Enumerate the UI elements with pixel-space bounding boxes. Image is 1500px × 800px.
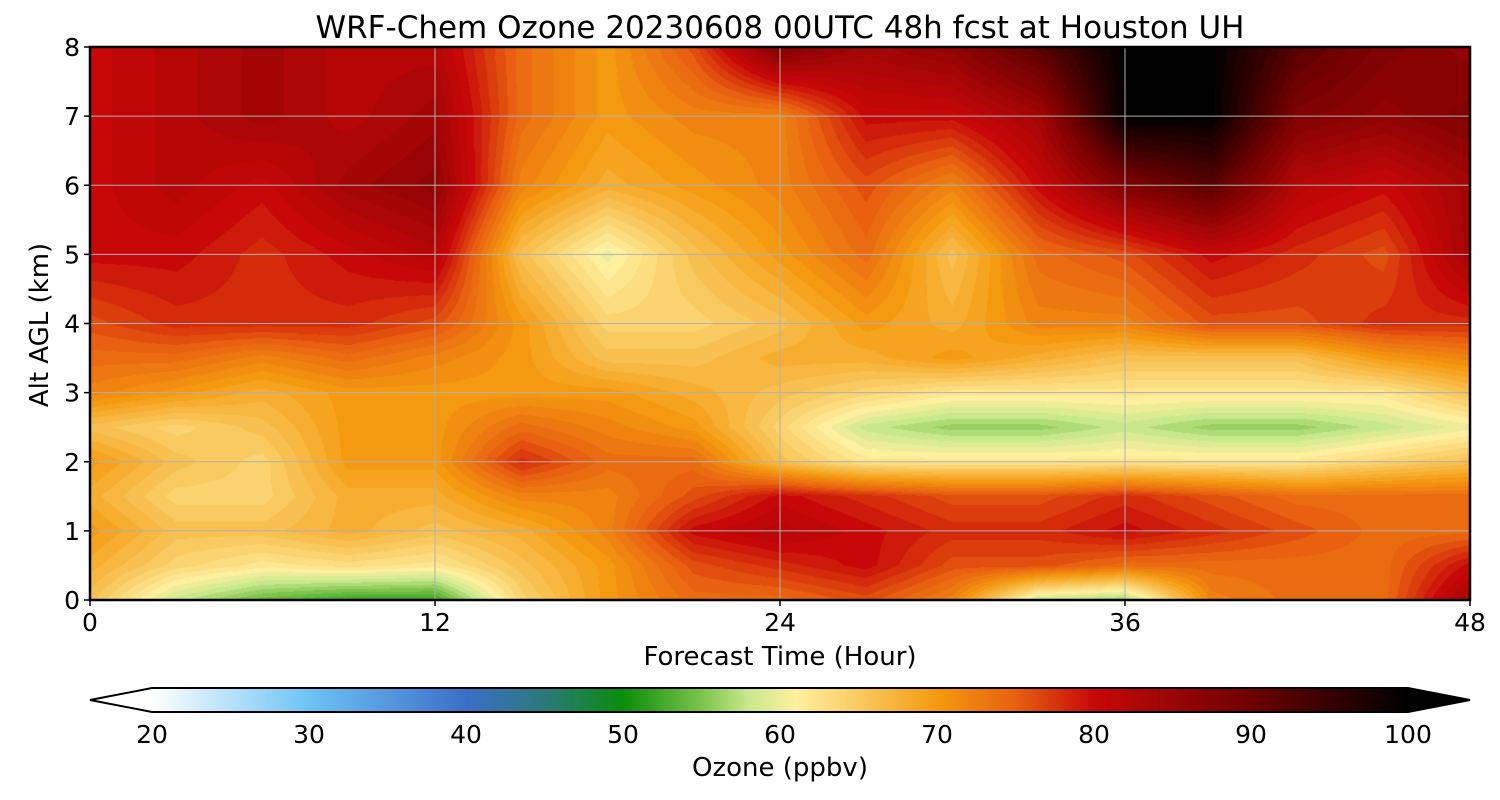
y-tick-label: 2 [64, 448, 80, 477]
x-tick-label: 48 [1454, 608, 1486, 637]
colorbar-tick-label: 20 [136, 720, 168, 749]
colorbar-tick-label: 90 [1235, 720, 1267, 749]
y-tick-label: 3 [64, 379, 80, 408]
x-tick-label: 24 [764, 608, 796, 637]
chart-title: WRF-Chem Ozone 20230608 00UTC 48h fcst a… [315, 10, 1244, 46]
y-tick-label: 7 [64, 102, 80, 131]
colorbar-tick-label: 60 [764, 720, 796, 749]
colorbar-tick-label: 30 [293, 720, 325, 749]
x-tick-label: 0 [82, 608, 98, 637]
y-tick-label: 8 [64, 33, 80, 62]
x-axis-ticks: 0 12 24 36 48 [82, 600, 1486, 637]
y-tick-label: 6 [64, 171, 80, 200]
colorbar-label: Ozone (ppbv) [692, 753, 868, 783]
y-tick-label: 0 [64, 586, 80, 615]
colorbar-tick-label: 40 [450, 720, 482, 749]
colorbar: 20 30 40 50 60 70 80 90 100 [89, 687, 1471, 749]
y-tick-label: 1 [64, 517, 80, 546]
colorbar-extend-low [90, 688, 152, 712]
y-axis-ticks: 0 1 2 3 4 5 6 7 8 [64, 33, 90, 615]
y-tick-label: 4 [64, 310, 80, 339]
x-axis-label: Forecast Time (Hour) [643, 642, 916, 672]
x-tick-label: 12 [419, 608, 451, 637]
colorbar-outline [89, 687, 1471, 713]
colorbar-tick-label: 80 [1078, 720, 1110, 749]
colorbar-tick-label: 70 [921, 720, 953, 749]
y-axis-label: Alt AGL (km) [25, 243, 55, 407]
colorbar-tick-label: 100 [1384, 720, 1432, 749]
colorbar-extend-high [1408, 688, 1470, 712]
colorbar-tick-label: 50 [607, 720, 639, 749]
y-tick-label: 5 [64, 240, 80, 269]
colorbar-gradient [152, 688, 1408, 712]
x-tick-label: 36 [1109, 608, 1141, 637]
